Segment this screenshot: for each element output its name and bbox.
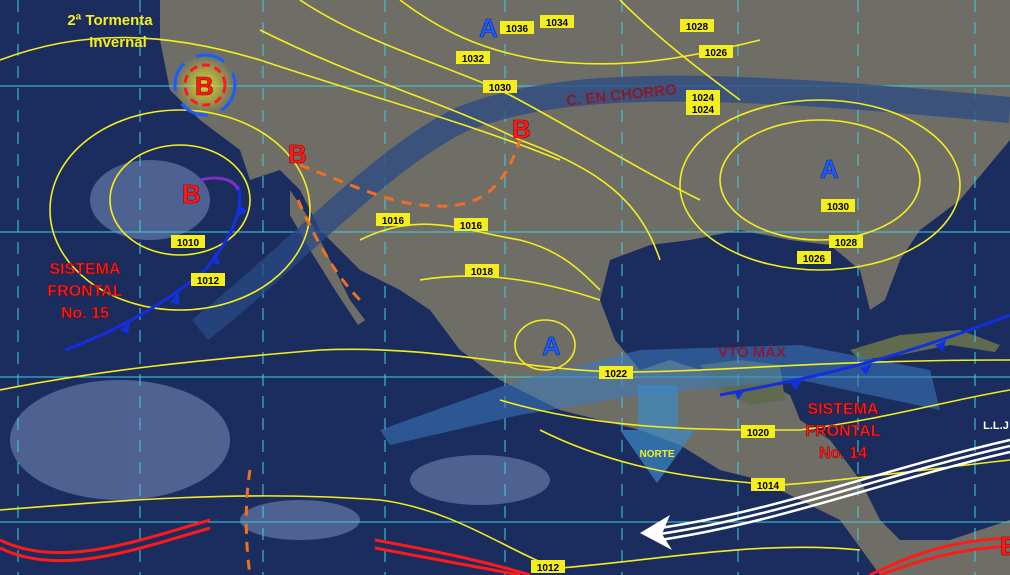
isobar-label: 1034: [546, 18, 569, 29]
norte-label: NORTE: [640, 449, 675, 460]
isobar-label: 1036: [506, 24, 529, 35]
isobar-label-box: [531, 560, 565, 573]
low-center: B: [288, 139, 307, 169]
isobar-label: 1024: [692, 93, 715, 104]
isobar-label: 1024: [692, 105, 715, 116]
isobar-label-box: [540, 15, 574, 28]
norte-arrow: [620, 385, 695, 483]
isobar-label: 1016: [382, 216, 405, 227]
north-america-land: [160, 0, 1010, 575]
isobar-label: 1012: [537, 563, 560, 574]
isobar-label-box: [454, 218, 488, 231]
high-center: A: [542, 331, 561, 361]
llj-arrowhead-icon: [640, 515, 672, 550]
front14-label-line3: No. 14: [819, 445, 867, 462]
isobar-label-box: [599, 366, 633, 379]
isobar-label: 1032: [462, 54, 485, 65]
isobar-label: 1016: [460, 221, 483, 232]
isobar-label-box: [465, 264, 499, 277]
isobar-label-box: [821, 199, 855, 212]
itcz-lines: [0, 518, 1010, 575]
isobar-label: 1028: [835, 238, 858, 249]
high-center: A: [820, 154, 839, 184]
isobar-label: 1012: [197, 276, 220, 287]
low-center: B: [182, 179, 201, 209]
jet-stream: [191, 75, 1010, 341]
front14-label-line2: FRONTAL: [805, 423, 880, 440]
isobar-label-box: [171, 235, 205, 248]
storm-label-line2: Invernal: [89, 34, 147, 51]
front15-label-line3: No. 15: [61, 305, 109, 322]
isobar-label-box: [456, 51, 490, 64]
isobar-label-box: [376, 213, 410, 226]
storm-circle-inner: [183, 63, 227, 107]
isobar-label-box: [686, 102, 720, 115]
high-center: A: [479, 13, 498, 43]
wind-max-band: [380, 345, 940, 445]
llj-label: L.L.J: [983, 420, 1009, 432]
isobar-label-box: [699, 45, 733, 58]
isobar-label-box: [741, 425, 775, 438]
isobar-label: 1030: [827, 202, 850, 213]
isobar-label-box: [751, 478, 785, 491]
isobar-label-box: [191, 273, 225, 286]
isobar-label-box: [829, 235, 863, 248]
isobar-label: 1018: [471, 267, 494, 278]
front15-label-line2: FRONTAL: [47, 283, 122, 300]
wind-max-label: VTO MÁX: [718, 344, 786, 361]
storm-circle-outer: [173, 53, 237, 117]
cloud-cover: [10, 160, 550, 540]
isobar-label: 1022: [605, 369, 628, 380]
isobar-label: 1010: [177, 238, 200, 249]
occluded-front: [199, 176, 240, 191]
cold-front-14: [719, 313, 1010, 397]
isobar-label: 1030: [489, 83, 512, 94]
low-center: B: [195, 71, 214, 101]
isobar-label: 1028: [686, 22, 709, 33]
isobar-label-box: [500, 21, 534, 34]
isobar-label-box: [686, 90, 720, 103]
llj-arrow: [659, 438, 1010, 542]
cold-front-15-triangles: [120, 205, 248, 334]
storm-label-line1: 2ª Tormenta: [67, 12, 153, 29]
isobar-label: 1014: [757, 481, 780, 492]
cold-front-14-triangles: [735, 340, 946, 400]
isobar-label-box: [797, 251, 831, 264]
isobar-label-box: [680, 19, 714, 32]
isobar-label-box: [483, 80, 517, 93]
low-center: B: [512, 114, 531, 144]
front14-label-line1: SISTEMA: [807, 401, 879, 418]
isobar-label: 1026: [705, 48, 728, 59]
front15-label-line1: SISTEMA: [49, 261, 121, 278]
isobar-label: 1020: [747, 428, 770, 439]
low-center: B: [1000, 531, 1010, 561]
isobar-label: 1026: [803, 254, 826, 265]
troughs: [244, 139, 522, 575]
